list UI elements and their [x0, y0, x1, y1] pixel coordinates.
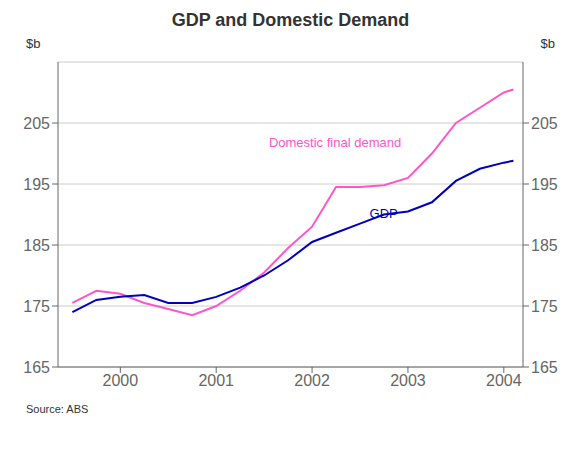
svg-text:185: 185	[23, 237, 50, 254]
html-text:GDP and Domestic Demand: GDP and Domestic Demand	[171, 10, 410, 30]
svg-text:165: 165	[531, 359, 558, 376]
svg-text:175: 175	[531, 298, 558, 315]
html-text:Source: ABS: Source: ABS	[26, 403, 89, 415]
html-text:$b: $b	[540, 36, 555, 51]
svg-text:195: 195	[531, 176, 558, 193]
html-text:$b: $b	[26, 36, 41, 51]
svg-text:165: 165	[23, 359, 50, 376]
svg-text:2003: 2003	[390, 372, 426, 389]
svg-text:Domestic final demand: Domestic final demand	[269, 135, 401, 150]
svg-text:175: 175	[23, 298, 50, 315]
svg-text:205: 205	[531, 115, 558, 132]
svg-text:2001: 2001	[198, 372, 234, 389]
svg-text:185: 185	[531, 237, 558, 254]
svg-text:GDP: GDP	[370, 206, 398, 221]
svg-text:2000: 2000	[103, 372, 139, 389]
svg-text:2002: 2002	[294, 372, 330, 389]
svg-text:2004: 2004	[486, 372, 522, 389]
svg-text:205: 205	[23, 115, 50, 132]
svg-text:195: 195	[23, 176, 50, 193]
